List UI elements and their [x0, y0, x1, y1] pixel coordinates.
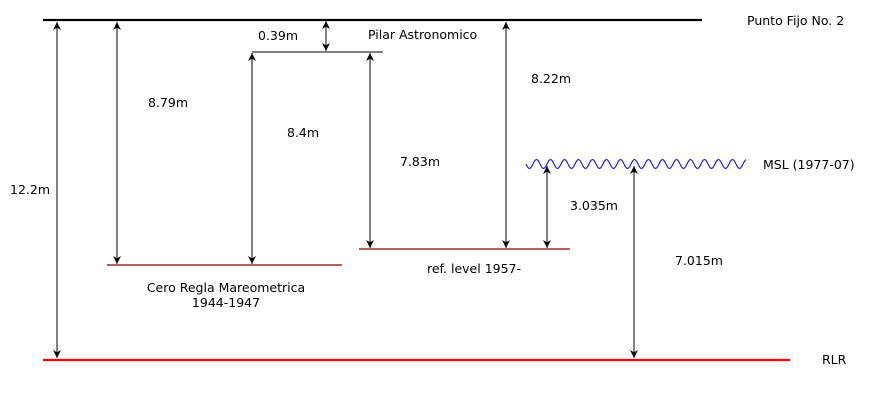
pilar-to-ref-level-value: 7.83m: [400, 154, 440, 169]
punto-fijo-label: Punto Fijo No. 2: [747, 13, 844, 28]
msl-to-rlr-value: 7.015m: [675, 253, 723, 268]
total-height-value: 12.2m: [10, 182, 50, 197]
rlr-label: RLR: [822, 352, 847, 367]
pilar-to-cero-regla-value: 8.4m: [287, 125, 319, 140]
cero-regla-label-line1: Cero Regla Mareometrica: [147, 280, 305, 295]
ref-level-label: ref. level 1957-: [427, 261, 521, 276]
ref-level-to-msl-value: 3.035m: [570, 198, 618, 213]
punto-to-cero-regla-value: 8.79m: [148, 95, 188, 110]
pilar-label: Pilar Astronomico: [368, 27, 477, 42]
msl-wave-line: [525, 159, 747, 169]
punto-to-pilar-value: 0.39m: [258, 28, 298, 43]
punto-to-ref-level-value: 8.22m: [531, 71, 571, 86]
cero-regla-label-line2: 1944-1947: [192, 295, 260, 310]
msl-label: MSL (1977-07): [763, 157, 855, 172]
